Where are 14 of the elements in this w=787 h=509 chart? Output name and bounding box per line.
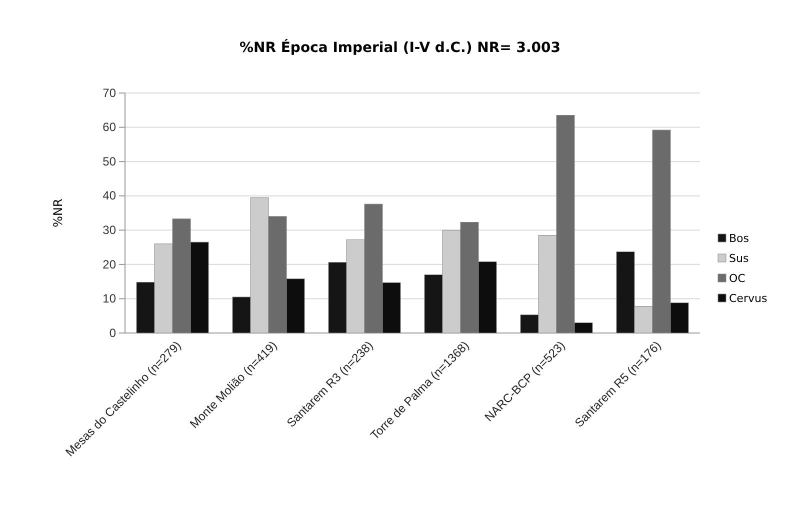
y-tick-label: 40 (102, 188, 116, 203)
y-tick-label: 30 (102, 222, 116, 237)
chart-title: %NR Época Imperial (I-V d.C.) NR= 3.003 (239, 39, 561, 56)
legend-label: Bos (729, 232, 750, 245)
legend-label: OC (729, 272, 746, 285)
legend-label: Cervus (729, 292, 768, 305)
legend-label: Sus (729, 252, 749, 265)
y-axis-title: %NR (51, 198, 65, 228)
y-tick-label: 20 (102, 257, 116, 272)
y-tick-label: 70 (102, 86, 116, 100)
y-tick-label: 60 (102, 120, 116, 134)
y-tick-label: 50 (102, 154, 116, 168)
y-tick-label: 10 (102, 292, 116, 306)
y-tick-label: 0 (109, 326, 116, 340)
